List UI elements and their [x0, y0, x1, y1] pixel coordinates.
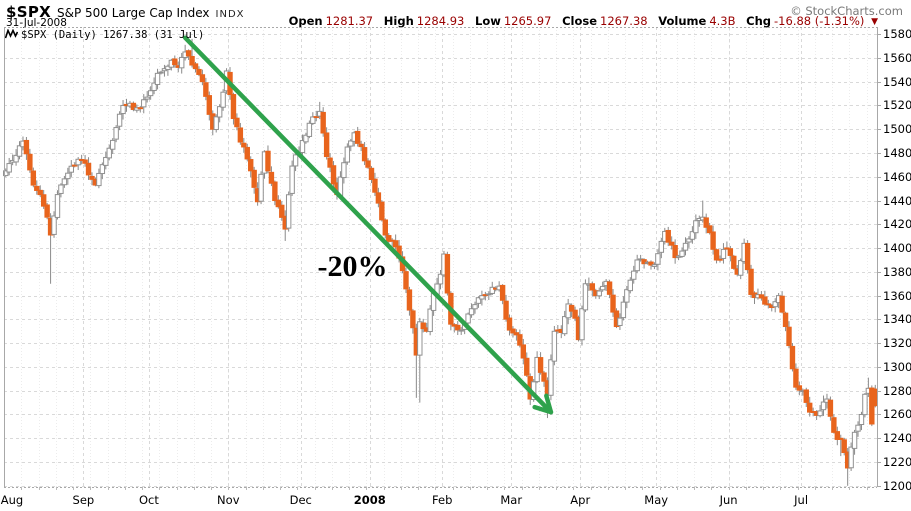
x-tick-label: Oct: [138, 493, 159, 507]
y-tick-label: 1560: [883, 50, 911, 65]
y-tick-label: 1480: [883, 145, 911, 160]
y-tick-label: 1280: [883, 383, 911, 398]
chart-series-label-text: $SPX (Daily) 1267.38 (31 Jul): [21, 29, 205, 41]
x-tick-label: Jun: [719, 493, 738, 507]
y-tick-label: 1320: [883, 336, 911, 351]
y-tick-label: 1240: [883, 431, 911, 446]
x-tick-label: Sep: [72, 493, 95, 507]
x-tick-label: Dec: [289, 493, 312, 507]
x-tick-label: Nov: [217, 493, 240, 507]
y-tick-label: 1540: [883, 74, 911, 89]
y-tick-label: 1380: [883, 264, 911, 279]
x-tick-label: Feb: [432, 493, 453, 507]
y-tick-label: 1340: [883, 312, 911, 327]
y-tick-label: 1440: [883, 193, 911, 208]
y-tick-label: 1420: [883, 217, 911, 232]
x-tick-label: Mar: [500, 493, 523, 507]
y-tick-label: 1300: [883, 359, 911, 374]
y-tick-label: 1520: [883, 98, 911, 113]
decline-annotation-label: -20%: [317, 250, 388, 284]
chart-series-label: $SPX (Daily) 1267.38 (31 Jul): [4, 28, 205, 41]
y-tick-label: 1500: [883, 122, 911, 137]
y-tick-label: 1220: [883, 455, 911, 470]
y-tick-label: 1460: [883, 169, 911, 184]
y-tick-label: 1260: [883, 407, 911, 422]
x-tick-label: 2008: [353, 493, 386, 507]
y-tick-label: 1400: [883, 241, 911, 256]
x-tick-label: Apr: [570, 493, 591, 507]
y-tick-label: 1580: [883, 27, 911, 42]
x-tick-label: Aug: [0, 493, 24, 507]
x-tick-label: May: [644, 493, 669, 507]
y-tick-label: 1200: [883, 478, 911, 493]
x-tick-label: Jul: [794, 493, 809, 507]
y-tick-label: 1360: [883, 288, 911, 303]
chart-type-icon: [4, 28, 19, 39]
